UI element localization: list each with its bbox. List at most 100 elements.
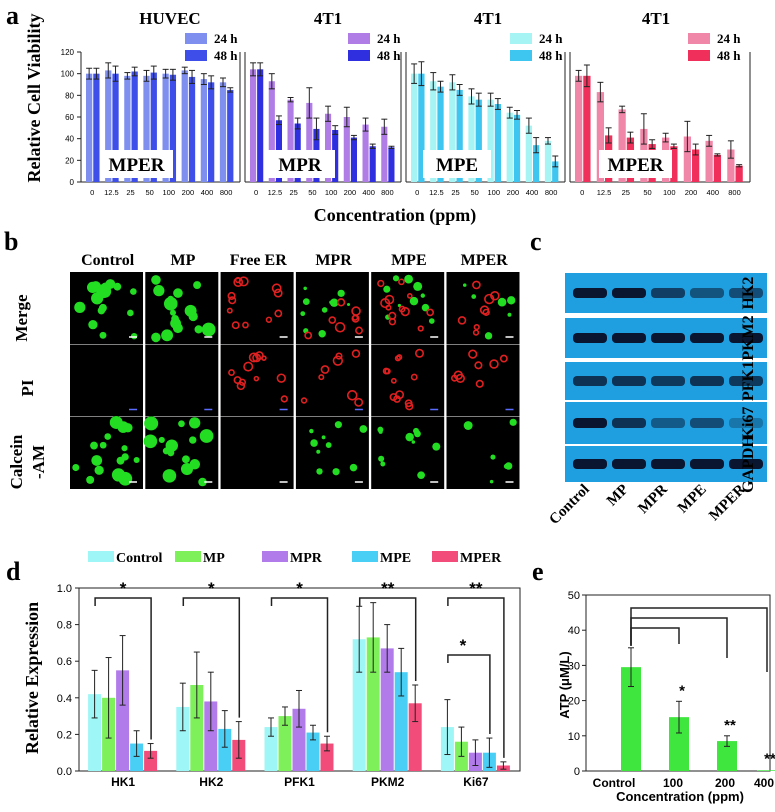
- panel-a-legend-label: 24 h: [539, 31, 563, 46]
- micrograph-tile: [446, 417, 520, 489]
- blot-lane-label: MPR: [635, 481, 671, 517]
- panel-e-xtick-label: 100: [663, 776, 683, 790]
- dead-cell: [248, 352, 259, 363]
- live-cell: [417, 471, 425, 480]
- live-cell: [463, 283, 467, 287]
- micrograph-tile: [145, 344, 219, 417]
- panel-e-xtick-label: 200: [715, 776, 735, 790]
- dead-cell: [228, 369, 235, 376]
- panel-d-bar: [130, 743, 144, 771]
- panel-a-legend-swatch: [688, 33, 710, 44]
- live-cell: [86, 475, 95, 484]
- panel-a-legend-label: 48 h: [377, 48, 401, 63]
- column-label: MPR: [315, 252, 352, 269]
- dead-cell: [351, 349, 361, 358]
- live-cell: [90, 281, 102, 292]
- panel-a-xtick-label: 200: [182, 188, 195, 197]
- live-cell: [194, 325, 203, 334]
- blot-band: [573, 288, 607, 298]
- blot-lane-label: MP: [604, 482, 632, 510]
- panel-a-xtick-label: 0: [580, 188, 584, 197]
- blot-lane-label: MPE: [675, 482, 710, 517]
- panel-a-bar: [150, 72, 157, 182]
- panel-a-xtick-label: 25: [451, 188, 459, 197]
- dead-cell: [394, 355, 401, 362]
- dead-cell: [265, 316, 273, 323]
- micrograph-tile: [371, 417, 445, 489]
- live-cell: [158, 436, 165, 444]
- live-cell: [201, 322, 216, 337]
- panel-a-bar: [287, 99, 294, 182]
- live-cell: [318, 330, 326, 338]
- panel-d-bar: [292, 708, 306, 771]
- live-cell: [378, 455, 385, 462]
- panel-d-chart: 0.0 0.2 0.4 0.6 0.8 1.0 Control MP MPR MPE MPER HK1…: [57, 551, 521, 789]
- panel-a-formulation-label: MPR: [278, 155, 322, 176]
- live-cell: [310, 439, 318, 447]
- blot-protein-label: Ki67: [740, 407, 757, 440]
- dead-cell: [318, 374, 325, 381]
- panel-a-bar: [596, 92, 605, 182]
- micrograph-tile: [70, 272, 143, 344]
- panel-a-xtick-label: 200: [507, 188, 520, 197]
- blot-band: [612, 459, 646, 469]
- panel-e-ytick-label: 40: [568, 625, 580, 637]
- micrograph-background: [295, 417, 369, 489]
- panel-d-bar: [190, 684, 204, 771]
- panel-d-ytick-label: 0.8: [57, 620, 72, 632]
- live-cell: [104, 433, 112, 440]
- live-cell: [198, 477, 207, 487]
- panel-a-ytick-label: 20: [65, 156, 74, 165]
- panel-a-xtick-label: 100: [488, 188, 501, 197]
- panel-a-formulation-label: MPER: [109, 155, 165, 176]
- panel-label-e: e: [532, 557, 544, 586]
- live-cell: [172, 323, 183, 334]
- live-cell: [332, 468, 340, 476]
- panel-e-bar: [669, 717, 689, 771]
- panel-a-bar: [162, 73, 169, 182]
- panel-a-xtick-label: 25: [126, 188, 134, 197]
- live-cell: [109, 415, 123, 429]
- live-cell: [428, 318, 435, 324]
- panel-d-bar: [88, 694, 102, 771]
- panel-d-significance-bracket-inner: [447, 654, 491, 735]
- panel-a-xtick-label: 50: [308, 188, 316, 197]
- panel-label-d: d: [6, 557, 21, 586]
- live-cell: [463, 421, 473, 430]
- blot-band: [729, 418, 763, 428]
- micrograph-tile: [371, 344, 445, 417]
- blot-protein-label: PKM2: [740, 315, 757, 360]
- dead-cell: [473, 323, 480, 331]
- dead-cell: [328, 316, 337, 324]
- panel-a-bar: [208, 82, 215, 182]
- panel-a-bar: [112, 73, 119, 182]
- live-cell: [180, 462, 194, 476]
- panel-d-xtick-label: HK1: [111, 775, 135, 789]
- live-cell: [334, 421, 342, 429]
- panel-a-xtick-label: 25: [622, 188, 630, 197]
- dead-cell: [276, 373, 286, 383]
- blot-band: [729, 376, 763, 386]
- row-label-am: -AM: [29, 445, 48, 479]
- live-cell: [153, 285, 165, 297]
- live-cell: [325, 442, 332, 448]
- panel-d-ylabel: Relative Expression: [22, 602, 42, 754]
- dead-cell: [227, 291, 236, 300]
- live-cell: [321, 307, 328, 313]
- panel-a-group-title: 4T1: [474, 9, 502, 28]
- dead-cell: [415, 348, 425, 358]
- column-label: MPE: [391, 252, 427, 269]
- live-cell: [88, 320, 98, 330]
- live-cell: [99, 441, 107, 449]
- panel-a-bar: [525, 125, 533, 182]
- live-cell: [143, 434, 158, 449]
- dead-cell: [320, 365, 330, 374]
- live-cell: [167, 295, 174, 302]
- panel-a-formulation-label: MPE: [436, 155, 478, 176]
- panel-d-legend-label: Control: [116, 551, 163, 566]
- panel-a-bar: [583, 75, 591, 182]
- panel-a-legend-swatch: [185, 50, 207, 61]
- live-cell: [507, 312, 512, 317]
- micrograph-tile: [295, 417, 369, 489]
- live-cell: [337, 289, 345, 297]
